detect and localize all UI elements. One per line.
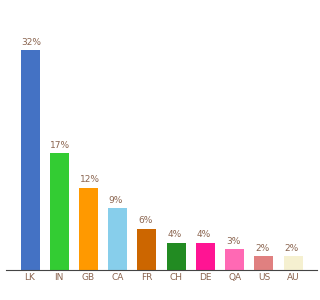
Text: 6%: 6% (138, 216, 152, 225)
Text: 4%: 4% (196, 230, 211, 239)
Text: 3%: 3% (226, 237, 240, 246)
Text: 32%: 32% (21, 38, 41, 47)
Bar (284, 256, 303, 270)
Bar (196, 242, 215, 270)
Bar (79, 188, 98, 270)
Bar (20, 50, 39, 270)
Text: 12%: 12% (80, 175, 100, 184)
Bar (138, 229, 156, 270)
Bar (167, 242, 186, 270)
Text: 2%: 2% (255, 244, 269, 253)
Bar (254, 256, 274, 270)
Text: 17%: 17% (50, 141, 70, 150)
Bar (50, 153, 69, 270)
Text: 4%: 4% (167, 230, 181, 239)
Text: 2%: 2% (284, 244, 299, 253)
Bar (225, 249, 244, 270)
Text: 9%: 9% (109, 196, 123, 205)
Bar (108, 208, 127, 270)
